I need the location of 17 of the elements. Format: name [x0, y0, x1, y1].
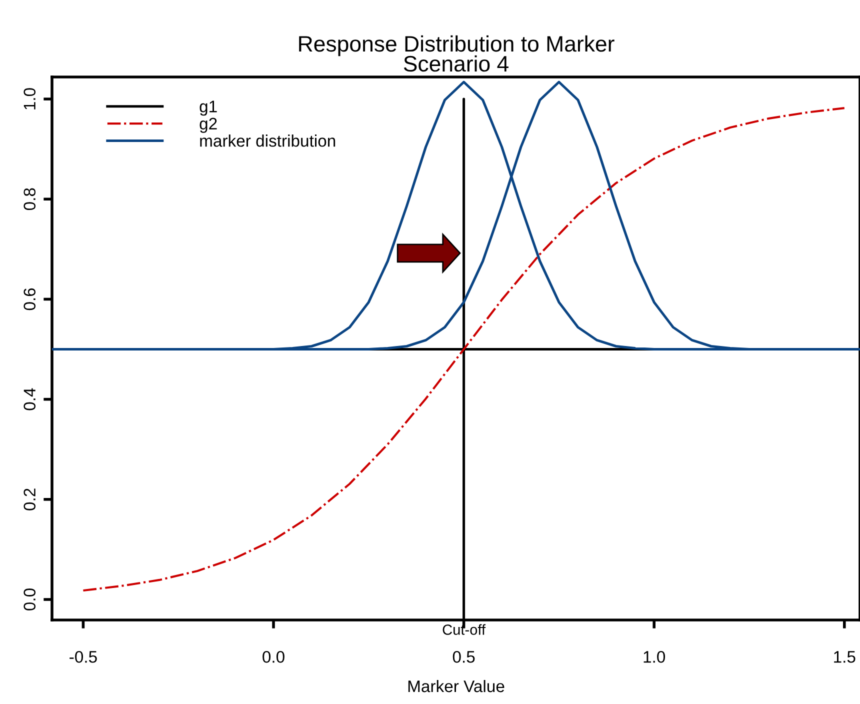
y-tick-label: 0.8 [24, 188, 36, 210]
x-tick-label: 0.5 [452, 650, 475, 663]
x-tick-label: 1.5 [834, 651, 856, 663]
legend-label: marker distribution [200, 134, 336, 147]
y-tick-label: 0.6 [24, 288, 36, 310]
x-tick-label: 1.0 [644, 650, 666, 663]
legend-label: g1 [200, 100, 217, 116]
y-tick-label: 0.4 [24, 388, 36, 410]
annotation: Cut-off [442, 624, 486, 635]
legend-label: g2 [200, 118, 217, 133]
y-tick-label: 1.0 [24, 88, 36, 110]
x-tick-label: -0.5 [70, 650, 97, 663]
y-tick-label: 0.2 [24, 488, 36, 510]
x-axis-title: Marker Value [408, 680, 504, 692]
y-tick-label: 0.0 [24, 588, 36, 610]
chart-title: Response Distribution to Marker Scenario 4 [299, 35, 614, 72]
x-tick-label: 0.0 [262, 650, 284, 663]
